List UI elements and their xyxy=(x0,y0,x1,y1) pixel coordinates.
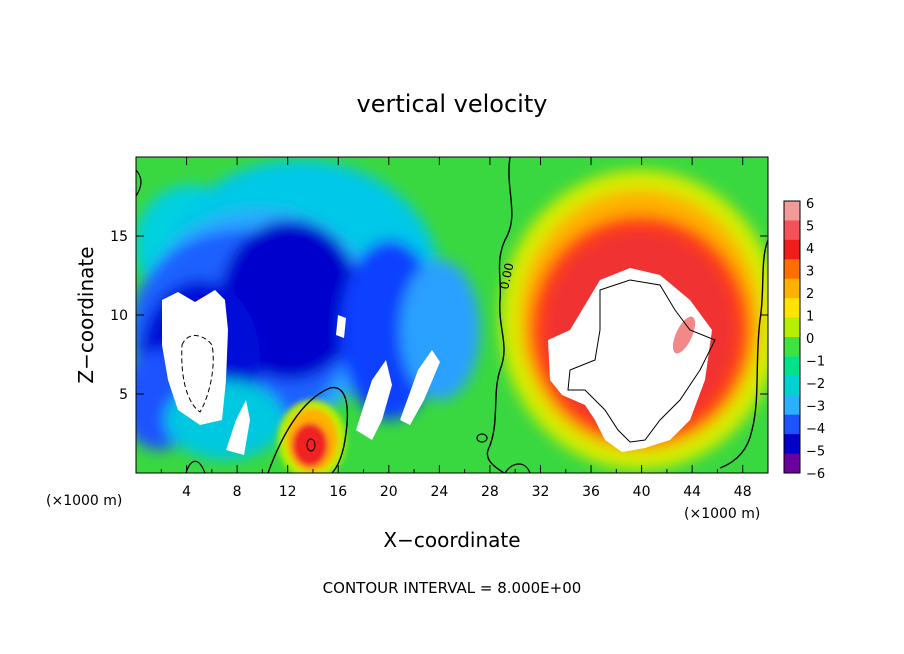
colorbar-tick-label: 3 xyxy=(806,265,814,280)
positive-contour-small xyxy=(306,438,316,452)
chart-title: vertical velocity xyxy=(357,90,548,118)
colorbar-swatch xyxy=(784,298,800,319)
y-tick-label: 10 xyxy=(110,308,128,324)
red-spot xyxy=(672,316,696,354)
x-tick-label: 16 xyxy=(329,484,347,500)
colorbar: 6 5 4 3 2 1 0 −1 −2 −3 −4 −5 −6 xyxy=(783,197,825,482)
colorbar-swatch xyxy=(784,259,800,280)
colorbar-swatch xyxy=(784,337,800,357)
x-unit-label-left: (×1000 m) xyxy=(46,493,122,509)
y-tick-label: 15 xyxy=(110,229,128,245)
contour-interval-footer: CONTOUR INTERVAL = 8.000E+00 xyxy=(323,579,582,597)
colorbar-swatch xyxy=(784,434,800,455)
colorbar-swatch xyxy=(784,395,800,416)
white-region-mid-b xyxy=(356,360,392,440)
x-tick-label: 44 xyxy=(683,484,701,500)
zero-contour-small-updraft xyxy=(267,387,349,473)
colorbar-swatch xyxy=(784,375,800,396)
white-region-right xyxy=(548,268,712,452)
x-tick-label: 48 xyxy=(734,484,752,500)
colorbar-tick-label: 0 xyxy=(806,332,814,347)
zero-contour-left-edge xyxy=(136,169,142,197)
y-tick-label: 5 xyxy=(119,387,128,403)
colorbar-swatch xyxy=(784,220,800,241)
x-tick-label: 20 xyxy=(380,484,398,500)
x-tick-label: 32 xyxy=(532,484,550,500)
y-axis: 5 10 15 xyxy=(110,229,768,403)
x-unit-label-right: (×1000 m) xyxy=(684,506,760,522)
zero-contour-bottom-left xyxy=(185,460,206,473)
colorbar-swatch xyxy=(784,317,800,338)
plot-area: 0.00 xyxy=(136,157,768,473)
white-region-left xyxy=(162,290,228,425)
x-axis-title: X−coordinate xyxy=(383,528,520,552)
colorbar-tick-label: −3 xyxy=(806,400,825,415)
negative-contour-left xyxy=(181,335,214,413)
white-region-mid-a xyxy=(336,315,346,338)
colorbar-swatch xyxy=(784,278,800,299)
y-axis-title: Z−coordinate xyxy=(74,246,98,383)
x-tick-label: 36 xyxy=(582,484,600,500)
x-tick-label: 24 xyxy=(430,484,448,500)
colorbar-tick-label: 6 xyxy=(806,197,814,212)
zero-contour-blob xyxy=(476,433,488,443)
colorbar-tick-label: −2 xyxy=(806,377,825,392)
colorbar-tick-label: −4 xyxy=(806,422,825,437)
x-axis: 4 8 12 16 20 24 28 32 36 40 44 48 xyxy=(160,157,752,500)
x-tick-label: 28 xyxy=(481,484,499,500)
white-region-mid-c xyxy=(400,350,440,425)
downdraft-region xyxy=(136,160,480,460)
contour-label: 0.00 xyxy=(497,262,516,291)
x-tick-label: 4 xyxy=(182,484,191,500)
positive-contour-right xyxy=(567,279,716,443)
colorbar-tick-label: 1 xyxy=(806,310,814,325)
colorbar-tick-label: −1 xyxy=(806,355,825,370)
colorbar-swatch xyxy=(784,201,800,221)
colorbar-swatch xyxy=(784,356,800,377)
colorbar-tick-label: 4 xyxy=(806,242,814,257)
colorbar-frame xyxy=(783,200,801,474)
x-tick-label: 8 xyxy=(233,484,242,500)
colorbar-swatch xyxy=(784,453,800,474)
zero-contour-right xyxy=(719,239,768,469)
colorbar-tick-label: −6 xyxy=(806,467,825,482)
zero-contour-main xyxy=(486,157,513,473)
colorbar-swatch xyxy=(784,239,800,260)
white-region-left-tail xyxy=(226,400,250,455)
x-tick-label: 40 xyxy=(633,484,651,500)
zero-contour-bottom xyxy=(504,463,531,473)
colorbar-swatch xyxy=(784,414,800,435)
colorbar-tick-label: −5 xyxy=(806,445,825,460)
x-tick-label: 12 xyxy=(279,484,297,500)
colorbar-tick-label: 2 xyxy=(806,287,814,302)
colorbar-tick-label: 5 xyxy=(806,220,814,235)
